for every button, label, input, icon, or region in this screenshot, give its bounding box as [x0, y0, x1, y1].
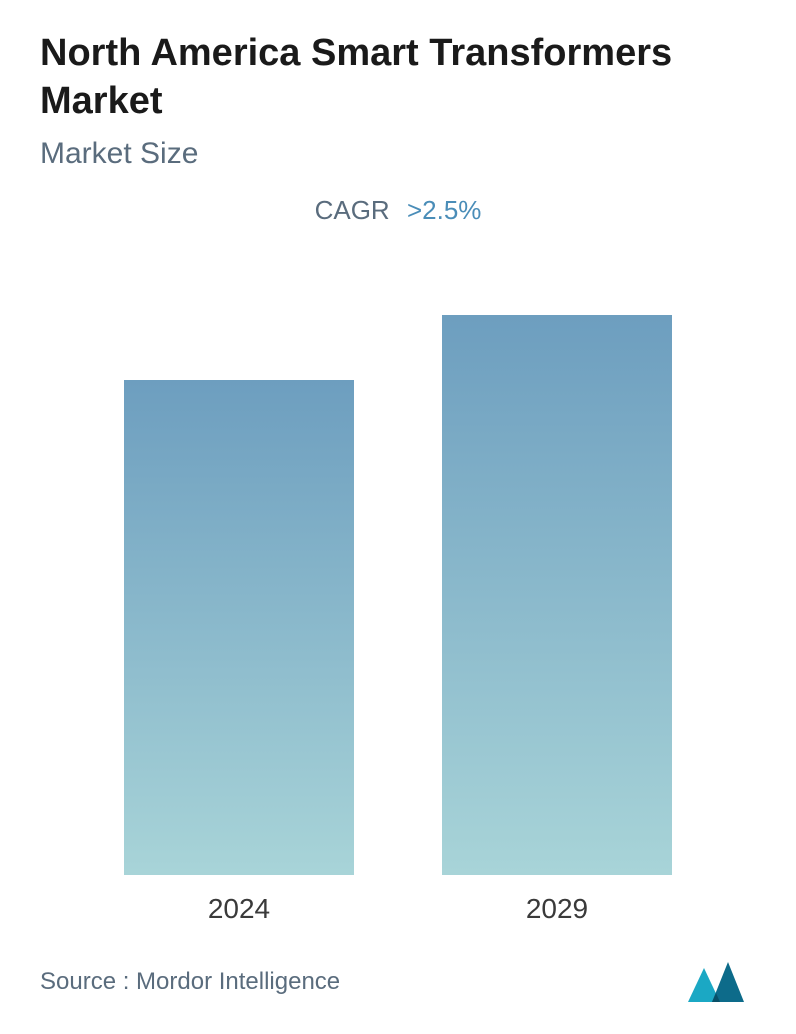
chart-title: North America Smart Transformers Market — [40, 30, 756, 125]
chart-area: 2024 2029 — [40, 256, 756, 925]
cagr-row: CAGR >2.5% — [40, 195, 756, 226]
bar-label-0: 2024 — [208, 893, 270, 925]
chart-subtitle: Market Size — [40, 137, 756, 171]
bar-1 — [442, 315, 672, 875]
source-text: Source : Mordor Intelligence — [40, 968, 340, 996]
bar-group-0: 2024 — [119, 380, 359, 925]
logo-icon — [686, 960, 756, 1004]
bar-group-1: 2029 — [437, 315, 677, 925]
bar-label-1: 2029 — [526, 893, 588, 925]
cagr-label: CAGR — [315, 195, 390, 225]
cagr-value: >2.5% — [407, 195, 481, 225]
brand-logo — [686, 960, 756, 1004]
bar-0 — [124, 380, 354, 875]
footer: Source : Mordor Intelligence — [40, 925, 756, 1014]
chart-container: North America Smart Transformers Market … — [0, 0, 796, 1034]
